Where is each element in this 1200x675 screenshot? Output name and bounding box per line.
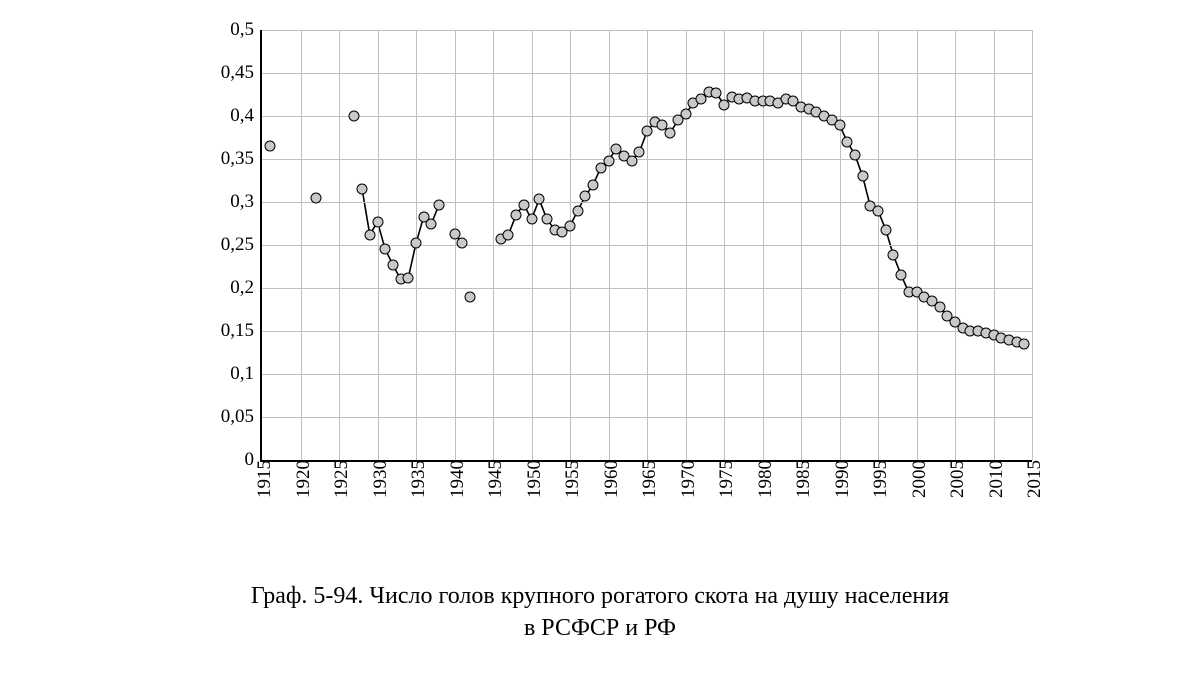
- data-point: [1019, 338, 1030, 349]
- x-tick-label: 1920: [293, 460, 315, 498]
- plot-area: 00,050,10,150,20,250,30,350,40,450,51915…: [260, 30, 1032, 462]
- caption-line-1: Граф. 5-94. Число голов крупного рогатог…: [251, 583, 949, 609]
- y-tick-label: 0,05: [221, 406, 254, 428]
- data-point: [642, 126, 653, 137]
- data-point: [457, 238, 468, 249]
- data-point: [349, 111, 360, 122]
- data-point: [857, 171, 868, 182]
- y-tick-label: 0,1: [230, 363, 254, 385]
- data-point: [834, 119, 845, 130]
- gridline-vertical: [455, 30, 456, 460]
- data-point: [511, 209, 522, 220]
- gridline-vertical: [994, 30, 995, 460]
- y-tick-label: 0,15: [221, 320, 254, 342]
- data-point: [880, 224, 891, 235]
- gridline-vertical: [532, 30, 533, 460]
- x-tick-label: 1985: [793, 460, 815, 498]
- gridline-vertical: [493, 30, 494, 460]
- x-tick-label: 2000: [909, 460, 931, 498]
- data-point: [565, 221, 576, 232]
- data-point: [541, 214, 552, 225]
- gridline-vertical: [609, 30, 610, 460]
- gridline-vertical: [647, 30, 648, 460]
- y-tick-label: 0: [245, 449, 255, 471]
- gridline-vertical: [724, 30, 725, 460]
- x-tick-label: 1970: [678, 460, 700, 498]
- x-tick-label: 1965: [639, 460, 661, 498]
- gridline-vertical: [840, 30, 841, 460]
- data-point: [364, 229, 375, 240]
- gridline-vertical: [878, 30, 879, 460]
- x-tick-label: 1940: [447, 460, 469, 498]
- data-point: [588, 179, 599, 190]
- x-tick-label: 1975: [716, 460, 738, 498]
- gridline-vertical: [378, 30, 379, 460]
- data-point: [380, 244, 391, 255]
- data-point: [264, 141, 275, 152]
- page: 0 0,05 0,1 0,15 0,2 0,25 0,3 0,35 0,4 0,45 0,5 1915…: [0, 0, 1200, 675]
- gridline-vertical: [801, 30, 802, 460]
- data-point: [634, 147, 645, 158]
- data-point: [526, 214, 537, 225]
- gridline-vertical: [1032, 30, 1033, 460]
- data-point: [680, 109, 691, 120]
- data-point: [310, 192, 321, 203]
- data-point: [896, 270, 907, 281]
- data-point: [849, 149, 860, 160]
- data-point: [357, 184, 368, 195]
- gridline-vertical: [570, 30, 571, 460]
- data-point: [518, 199, 529, 210]
- x-tick-label: 1990: [832, 460, 854, 498]
- data-point: [534, 194, 545, 205]
- y-tick-label: 0,5: [230, 19, 254, 41]
- x-tick-label: 1930: [370, 460, 392, 498]
- x-tick-label: 1950: [524, 460, 546, 498]
- gridline-vertical: [686, 30, 687, 460]
- data-point: [426, 218, 437, 229]
- y-tick-label: 0,45: [221, 62, 254, 84]
- x-tick-label: 2010: [986, 460, 1008, 498]
- x-tick-label: 2015: [1024, 460, 1046, 498]
- figure-caption: Граф. 5-94. Число голов крупного рогатог…: [0, 580, 1200, 645]
- data-point: [372, 216, 383, 227]
- y-tick-label: 0,4: [230, 105, 254, 127]
- x-tick-label: 1915: [254, 460, 276, 498]
- gridline-vertical: [301, 30, 302, 460]
- data-point: [572, 205, 583, 216]
- x-tick-label: 1925: [331, 460, 353, 498]
- data-point: [403, 272, 414, 283]
- y-tick-label: 0,2: [230, 277, 254, 299]
- data-point: [411, 238, 422, 249]
- data-point: [665, 128, 676, 139]
- data-point: [842, 136, 853, 147]
- y-tick-label: 0,25: [221, 234, 254, 256]
- caption-line-2: в РСФСР и РФ: [524, 615, 676, 641]
- x-tick-label: 1980: [755, 460, 777, 498]
- gridline-vertical: [339, 30, 340, 460]
- y-tick-label: 0,35: [221, 148, 254, 170]
- data-point: [873, 205, 884, 216]
- gridline-vertical: [955, 30, 956, 460]
- x-tick-label: 1935: [408, 460, 430, 498]
- y-tick-label: 0,3: [230, 191, 254, 213]
- data-point: [888, 250, 899, 261]
- data-point: [580, 190, 591, 201]
- x-tick-label: 2005: [947, 460, 969, 498]
- data-point: [387, 259, 398, 270]
- data-point: [464, 291, 475, 302]
- data-point: [503, 229, 514, 240]
- chart: 0 0,05 0,1 0,15 0,2 0,25 0,3 0,35 0,4 0,45 0,5 1915…: [170, 20, 1050, 520]
- data-point: [626, 155, 637, 166]
- data-point: [434, 199, 445, 210]
- x-tick-label: 1960: [601, 460, 623, 498]
- x-tick-label: 1955: [562, 460, 584, 498]
- data-point: [603, 155, 614, 166]
- x-tick-label: 1945: [485, 460, 507, 498]
- gridline-vertical: [917, 30, 918, 460]
- data-point: [711, 87, 722, 98]
- x-tick-label: 1995: [870, 460, 892, 498]
